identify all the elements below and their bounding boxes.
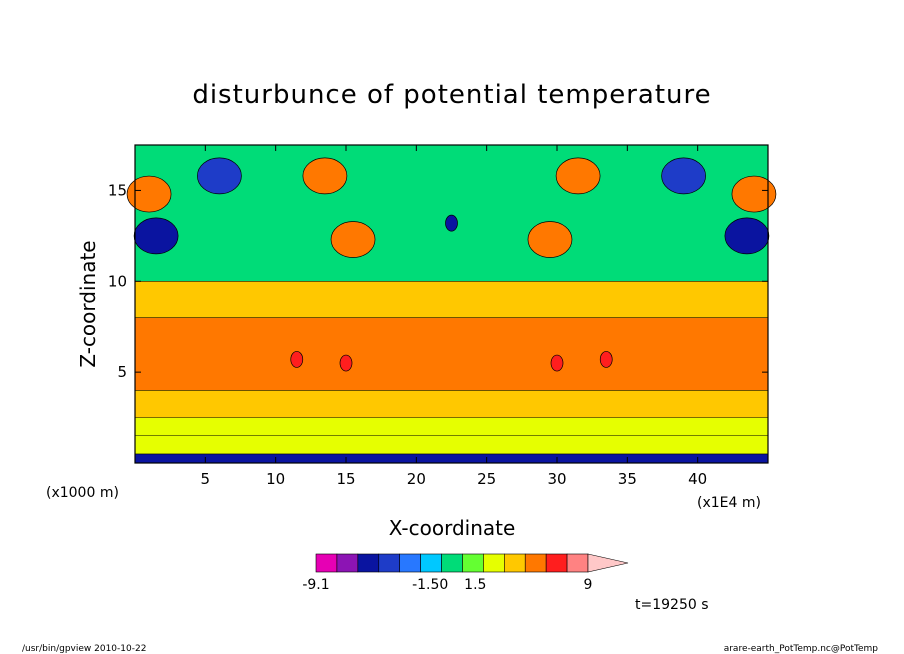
feature-14 xyxy=(599,351,613,368)
x-tick-label: 30 xyxy=(547,470,566,488)
colorbar-triangle xyxy=(587,553,629,573)
y-axis-ticks: 5 10 15 xyxy=(108,181,768,381)
x-axis-label: X-coordinate xyxy=(389,516,516,540)
x-tick-label: 10 xyxy=(266,470,285,488)
layer-band-0 xyxy=(134,453,769,464)
colorbar xyxy=(315,553,629,573)
x-tick-label: 20 xyxy=(407,470,426,488)
colorbar-segment-1 xyxy=(336,553,359,573)
feature-7 xyxy=(302,157,348,195)
feature-3 xyxy=(133,217,179,255)
x-axis-ticks: 5 10 15 20 25 30 35 40 xyxy=(201,145,707,488)
colorbar-segment-10 xyxy=(524,553,547,573)
colorbar-segment-0 xyxy=(315,553,338,573)
feature-13 xyxy=(290,351,304,368)
colorbar-segment-12 xyxy=(566,553,589,573)
colorbar-labels: -9.1 -1.50 1.5 9 xyxy=(302,577,592,593)
colorbar-label: -1.50 xyxy=(412,577,448,593)
layer-band-3 xyxy=(134,317,769,391)
feature-2 xyxy=(661,157,706,195)
time-label: t=19250 s xyxy=(635,597,709,613)
feature-0 xyxy=(445,214,458,232)
feature-12 xyxy=(550,354,564,372)
contour-features xyxy=(126,157,777,372)
x-tick-label: 25 xyxy=(477,470,496,488)
y-tick-label: 10 xyxy=(108,272,127,290)
feature-9 xyxy=(126,175,172,213)
feature-1 xyxy=(197,157,242,195)
x-tick-label: 15 xyxy=(336,470,355,488)
feature-5 xyxy=(330,221,376,258)
colorbar-segment-5 xyxy=(420,553,442,573)
plot-frame xyxy=(134,144,769,464)
colorbar-segment-6 xyxy=(441,553,463,573)
feature-11 xyxy=(339,354,353,372)
footer-left: /usr/bin/gpview 2010-10-22 xyxy=(22,644,146,654)
feature-10 xyxy=(731,175,777,213)
x-unit-right: (x1E4 m) xyxy=(697,495,761,511)
colorbar-segment-4 xyxy=(399,553,421,573)
colorbar-label: 1.5 xyxy=(464,577,486,593)
y-tick-label: 5 xyxy=(117,363,127,381)
feature-6 xyxy=(527,221,573,258)
chart-title: disturbunce of potential temperature xyxy=(192,80,711,110)
colorbar-segment-11 xyxy=(545,553,568,573)
layer-band-4 xyxy=(134,281,769,318)
x-tick-label: 35 xyxy=(618,470,637,488)
contour-layers xyxy=(134,144,769,464)
footer-right: arare-earth_PotTemp.nc@PotTemp xyxy=(724,644,879,654)
colorbar-label: -9.1 xyxy=(302,577,329,593)
colorbar-segment-8 xyxy=(483,553,505,573)
y-axis-label: Z-coordinate xyxy=(76,240,100,367)
colorbar-segment-2 xyxy=(357,553,380,573)
y-tick-label: 15 xyxy=(108,181,127,199)
layer-band-2 xyxy=(134,390,769,418)
x-tick-label: 5 xyxy=(201,470,211,488)
plot-area: 5 10 15 20 25 30 35 40 5 10 15 xyxy=(108,144,777,488)
colorbar-label: 9 xyxy=(584,577,593,593)
colorbar-segment-3 xyxy=(378,553,400,573)
x-unit-left: (x1000 m) xyxy=(46,485,119,501)
feature-8 xyxy=(555,157,601,195)
feature-4 xyxy=(724,217,770,255)
layer-band-5 xyxy=(134,144,769,282)
x-tick-label: 40 xyxy=(688,470,707,488)
colorbar-segment-7 xyxy=(462,553,484,573)
colorbar-segment-9 xyxy=(504,553,526,573)
layer-band-1 xyxy=(134,435,769,455)
